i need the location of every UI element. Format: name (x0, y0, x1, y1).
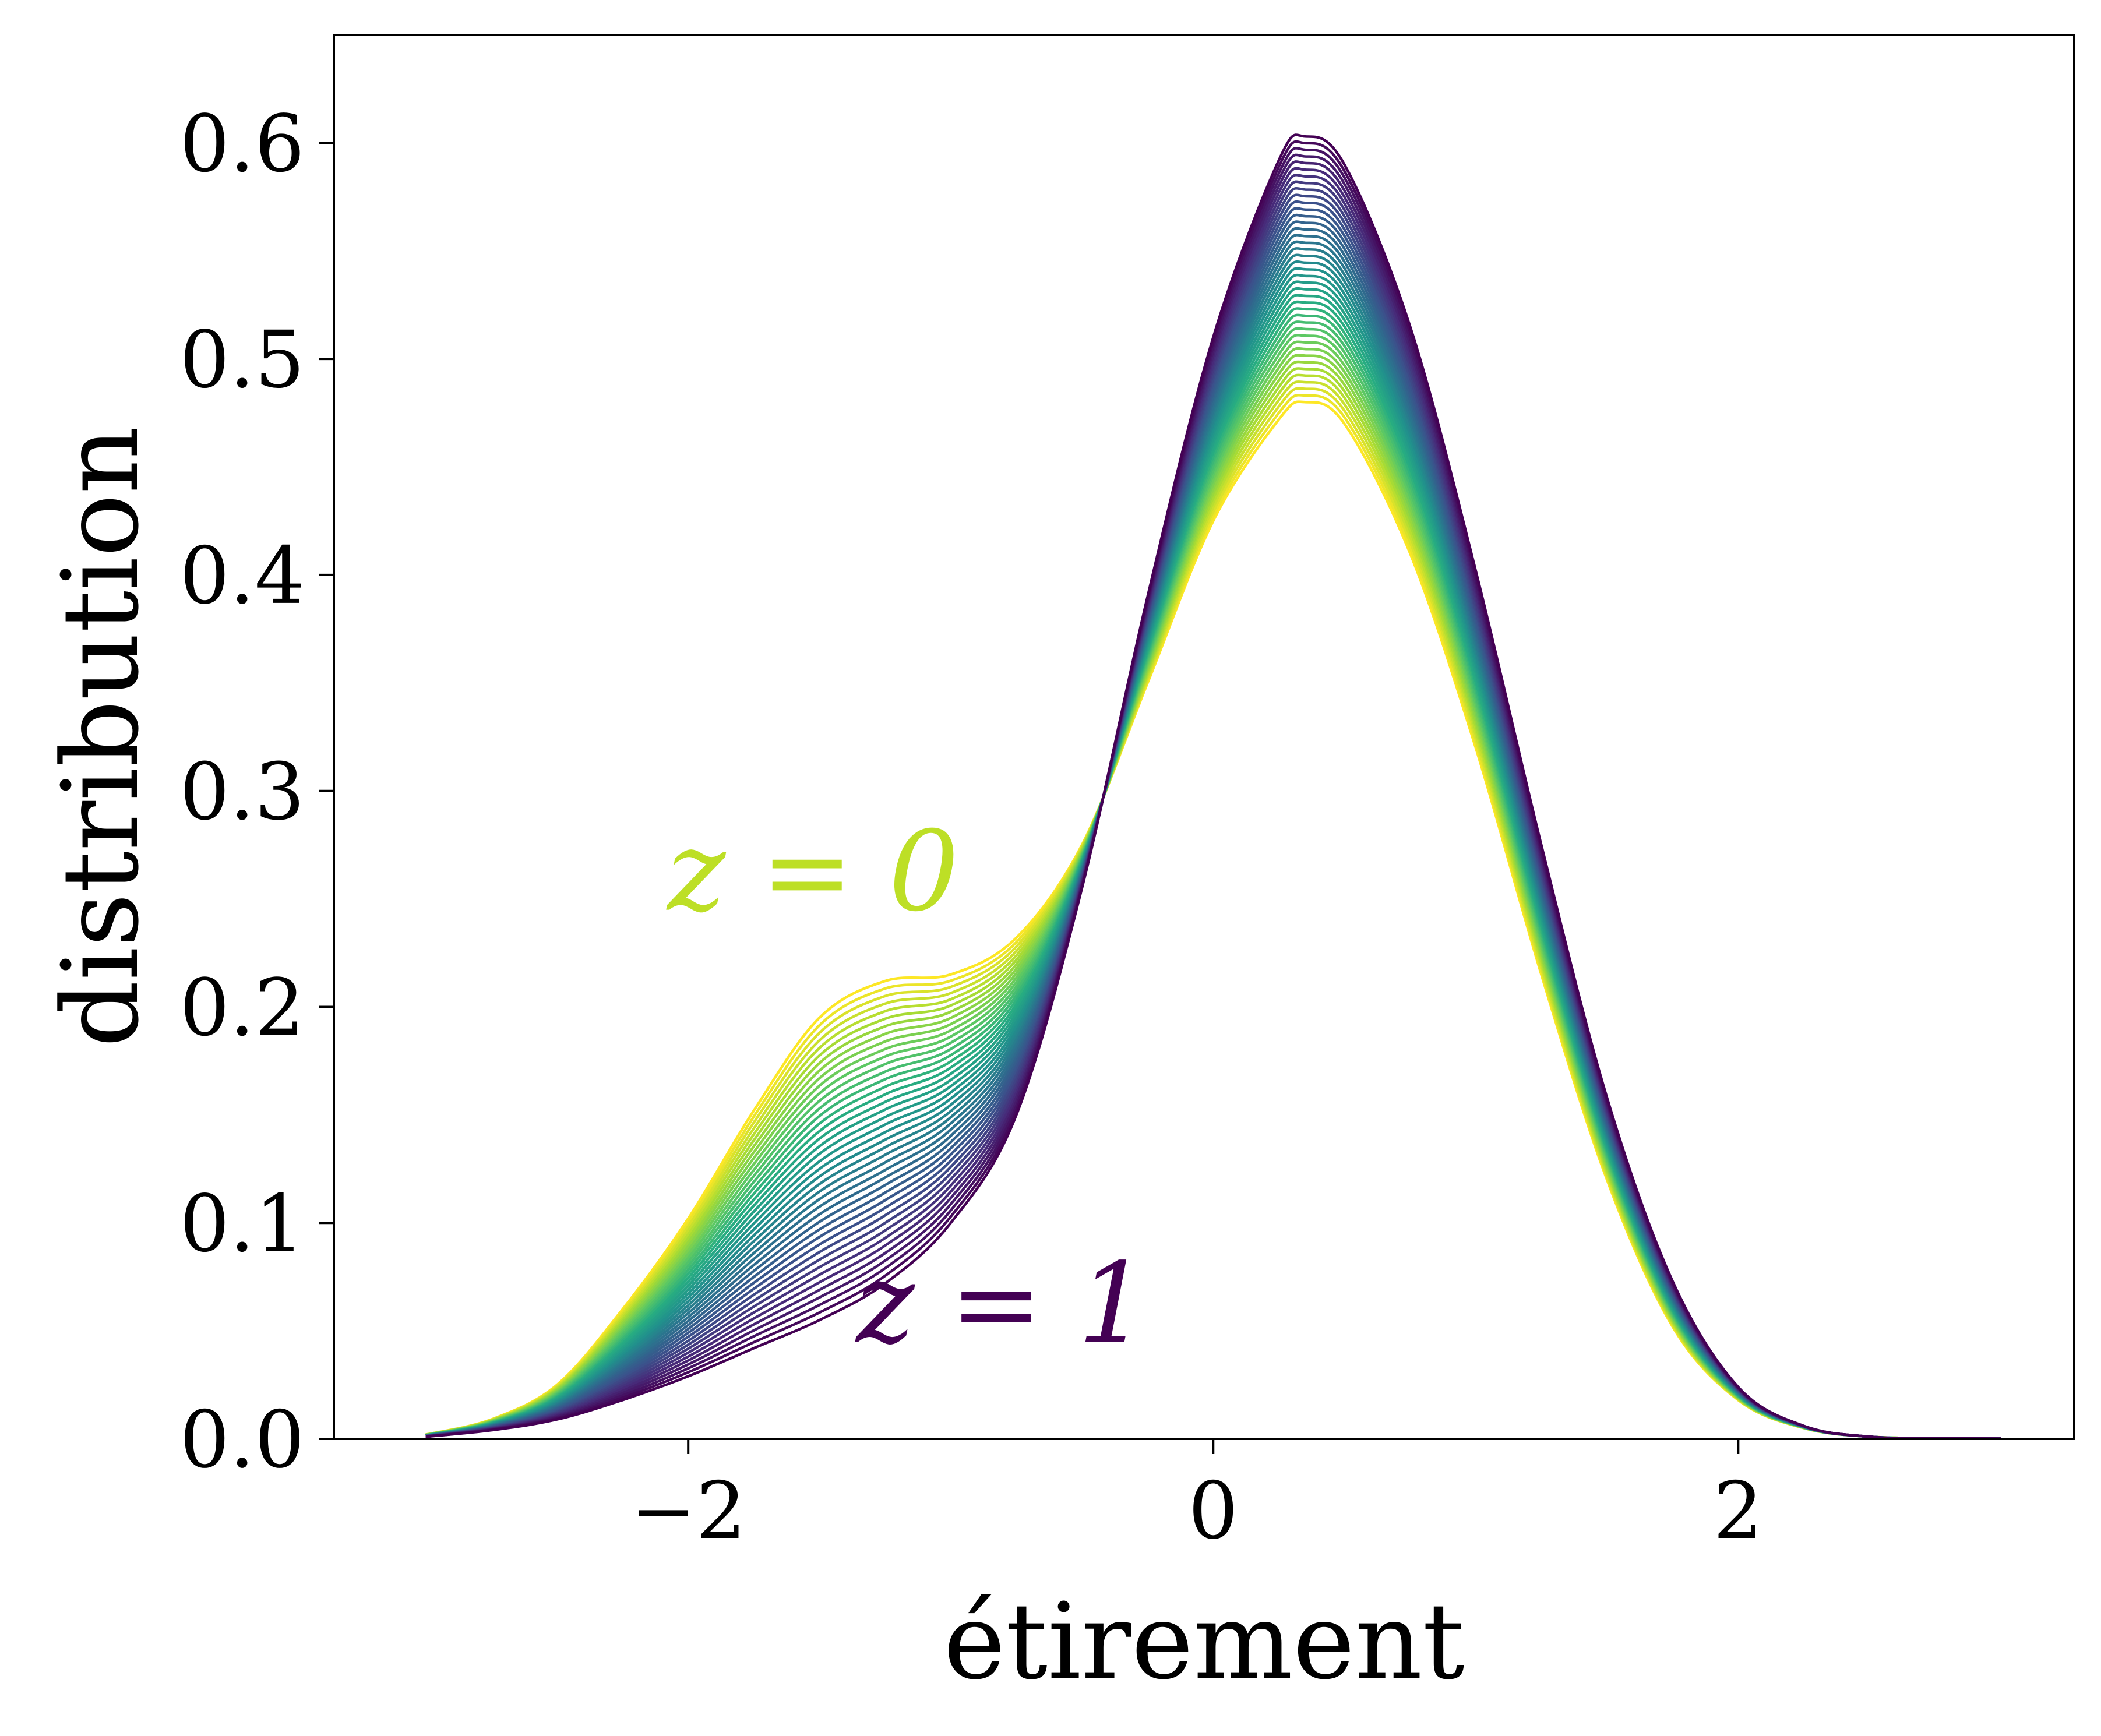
series-line-z-31 (425, 193, 2001, 1440)
y-tick-label: 0.6 (179, 98, 305, 189)
y-tick-label: 0.3 (179, 746, 305, 838)
series-line-z-40 (425, 133, 2001, 1440)
series-line-z-30 (425, 200, 2001, 1440)
annotation-z1: z = 1 (855, 1239, 1148, 1368)
x-tick-label: −2 (630, 1465, 746, 1557)
plot-frame (333, 34, 2075, 1440)
x-axis-label: étirement (943, 1581, 1464, 1703)
y-tick-label: 0.2 (179, 962, 305, 1053)
y-tick-label: 0.5 (179, 314, 305, 405)
x-tick-label: 0 (1188, 1465, 1238, 1557)
annotation-z0: z = 0 (666, 807, 959, 936)
y-tick-label: 0.4 (179, 530, 305, 622)
y-tick-label: 0.0 (179, 1394, 305, 1486)
x-tick-label: 2 (1713, 1465, 1763, 1557)
series-line-z-33 (425, 180, 2001, 1440)
x-axis-ticks: −2 0 2 (630, 1439, 1763, 1557)
y-axis-ticks: 0.0 0.1 0.2 0.3 0.4 0.5 0.6 (179, 98, 334, 1486)
y-tick-label: 0.1 (179, 1178, 305, 1269)
y-axis-label: distribution (40, 426, 162, 1047)
curve-family (425, 133, 2001, 1440)
series-line-z-32 (425, 187, 2001, 1440)
